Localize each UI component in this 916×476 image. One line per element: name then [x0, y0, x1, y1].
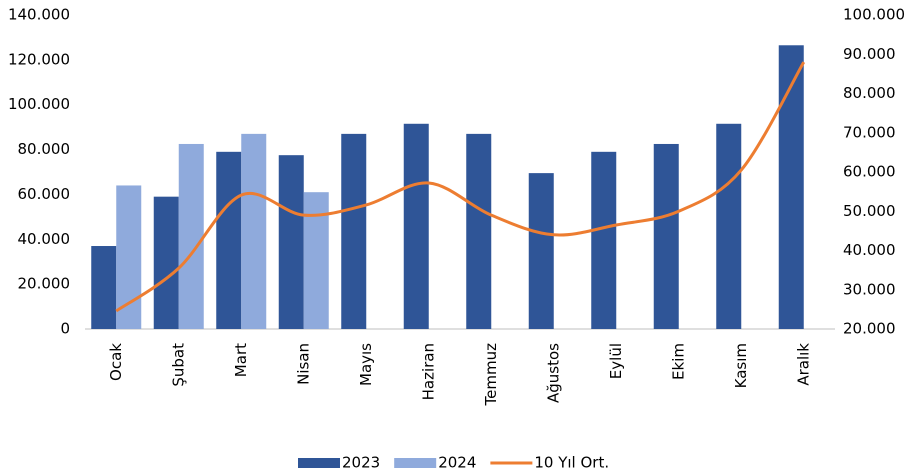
- bar: [341, 133, 367, 329]
- x-tick-label: Mayıs: [357, 343, 375, 386]
- x-tick-label: Temmuz: [482, 343, 500, 407]
- legend-label: 10 Yıl Ort.: [534, 454, 609, 472]
- x-tick-label: Kasım: [732, 343, 750, 388]
- x-tick-label: Mart: [232, 343, 250, 377]
- legend-swatch: [394, 458, 437, 468]
- bar: [153, 196, 179, 329]
- x-tick-label: Aralık: [794, 343, 812, 386]
- x-tick-label: Şubat: [169, 343, 187, 387]
- x-tick-label: Ekim: [669, 343, 687, 380]
- bar: [178, 143, 204, 329]
- x-tick-label: Haziran: [419, 343, 437, 400]
- bar: [116, 185, 142, 329]
- y2-tick-label: 40.000: [843, 241, 896, 259]
- y2-tick-label: 30.000: [843, 280, 896, 298]
- y-tick-label: 140.000: [8, 6, 70, 24]
- y2-tick-label: 20.000: [843, 320, 896, 338]
- bar: [303, 192, 329, 329]
- y-tick-label: 20.000: [18, 275, 71, 293]
- y2-tick-label: 90.000: [843, 45, 896, 63]
- bar: [591, 151, 617, 329]
- y-tick-label: 120.000: [8, 50, 70, 68]
- bar: [216, 151, 242, 329]
- bar: [528, 173, 554, 329]
- y2-tick-label: 50.000: [843, 202, 896, 220]
- y2-tick-label: 100.000: [843, 6, 905, 24]
- y-tick-label: 40.000: [18, 230, 71, 248]
- y2-tick-label: 60.000: [843, 163, 896, 181]
- x-tick-label: Nisan: [294, 343, 312, 385]
- bar: [716, 123, 742, 330]
- y2-tick-label: 80.000: [843, 84, 896, 102]
- x-tick-label: Ağustos: [544, 343, 562, 403]
- bar: [278, 155, 304, 329]
- bar: [91, 246, 117, 329]
- bar: [778, 45, 804, 330]
- x-tick-label: Eylül: [607, 343, 625, 379]
- legend-label: 2023: [342, 454, 380, 472]
- y2-tick-label: 70.000: [843, 123, 896, 141]
- x-tick-label: Ocak: [107, 343, 125, 381]
- y-tick-label: 100.000: [8, 95, 70, 113]
- bar: [403, 123, 429, 330]
- legend-swatch: [298, 458, 340, 468]
- y-tick-label: 80.000: [18, 140, 71, 158]
- line: [115, 61, 806, 313]
- legend-label: 2024: [438, 454, 476, 472]
- y-tick-label: 0: [60, 320, 70, 338]
- y-tick-label: 60.000: [18, 185, 71, 203]
- bar: [653, 143, 679, 329]
- bar: [241, 133, 267, 329]
- bar: [466, 133, 492, 329]
